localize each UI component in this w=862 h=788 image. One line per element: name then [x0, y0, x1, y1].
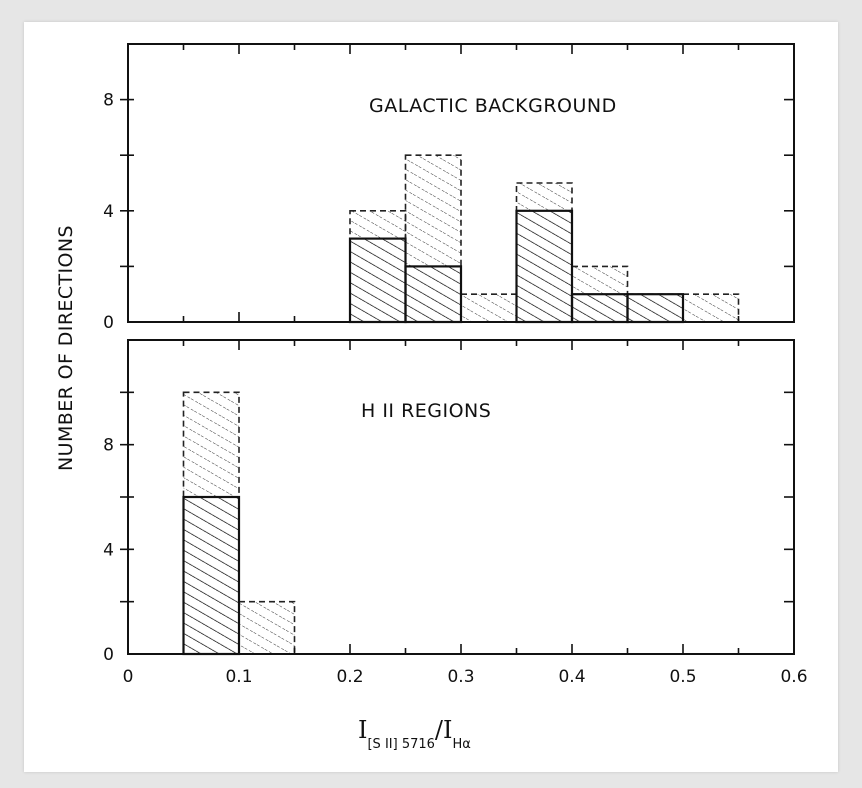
x-tick-label: 0.3	[447, 667, 474, 687]
top-panel: 0 4 8 GALACTIC BACKGROUND	[103, 43, 795, 333]
bottom-dashed-bar-2	[238, 600, 296, 655]
x-label-numerator: I[S II] 5716/IHα	[358, 716, 471, 752]
y-tick-label: 8	[103, 91, 114, 111]
x-tick-label: 0	[123, 667, 134, 687]
y-tick-label: 8	[103, 436, 114, 456]
x-tick-label: 0.6	[780, 667, 807, 687]
bottom-panel: 0 4 8 0 0.1 0.2 0.3 0.4 0.5 0.6 H II REGIONS	[103, 339, 808, 687]
bottom-tick-marks	[120, 340, 794, 654]
top-ytick-labels: 0 4 8	[103, 91, 114, 333]
top-tick-marks	[120, 44, 794, 322]
y-tick-label: 4	[103, 202, 114, 222]
bottom-panel-title: H II REGIONS	[361, 400, 491, 422]
top-solid-bar-9	[626, 293, 685, 324]
y-axis-label: NUMBER OF DIRECTIONS	[55, 225, 77, 471]
histogram-figure: 0 4 8 GALACTIC BACKGROUND 0 4 8 0 0.1 0.2 0.3 0.…	[55, 43, 808, 752]
y-tick-label: 4	[103, 540, 114, 560]
top-solid-bar-8	[570, 293, 629, 324]
y-tick-label: 0	[103, 313, 114, 333]
x-axis-label: I[S II] 5716/IHα	[358, 716, 471, 752]
top-dashed-bar-10	[682, 293, 740, 323]
x-tick-labels: 0 0.1 0.2 0.3 0.4 0.5 0.6	[123, 667, 808, 687]
bottom-solid-bars	[182, 495, 241, 656]
top-solid-bar-4	[348, 237, 407, 324]
top-solid-bar-5	[404, 265, 463, 324]
y-tick-label: 0	[103, 645, 114, 665]
x-tick-label: 0.2	[336, 667, 363, 687]
top-panel-title: GALACTIC BACKGROUND	[369, 95, 617, 117]
bottom-solid-bar-1	[182, 495, 241, 656]
bottom-ytick-labels: 0 4 8	[103, 436, 114, 665]
figure-card: 0 4 8 GALACTIC BACKGROUND 0 4 8 0 0.1 0.2 0.3 0.…	[24, 22, 838, 772]
top-solid-bar-7	[515, 209, 574, 324]
x-tick-label: 0.4	[558, 667, 585, 687]
x-tick-label: 0.5	[669, 667, 696, 687]
top-dashed-bar-6	[460, 293, 518, 323]
x-tick-label: 0.1	[225, 667, 252, 687]
top-solid-bars	[348, 209, 685, 324]
